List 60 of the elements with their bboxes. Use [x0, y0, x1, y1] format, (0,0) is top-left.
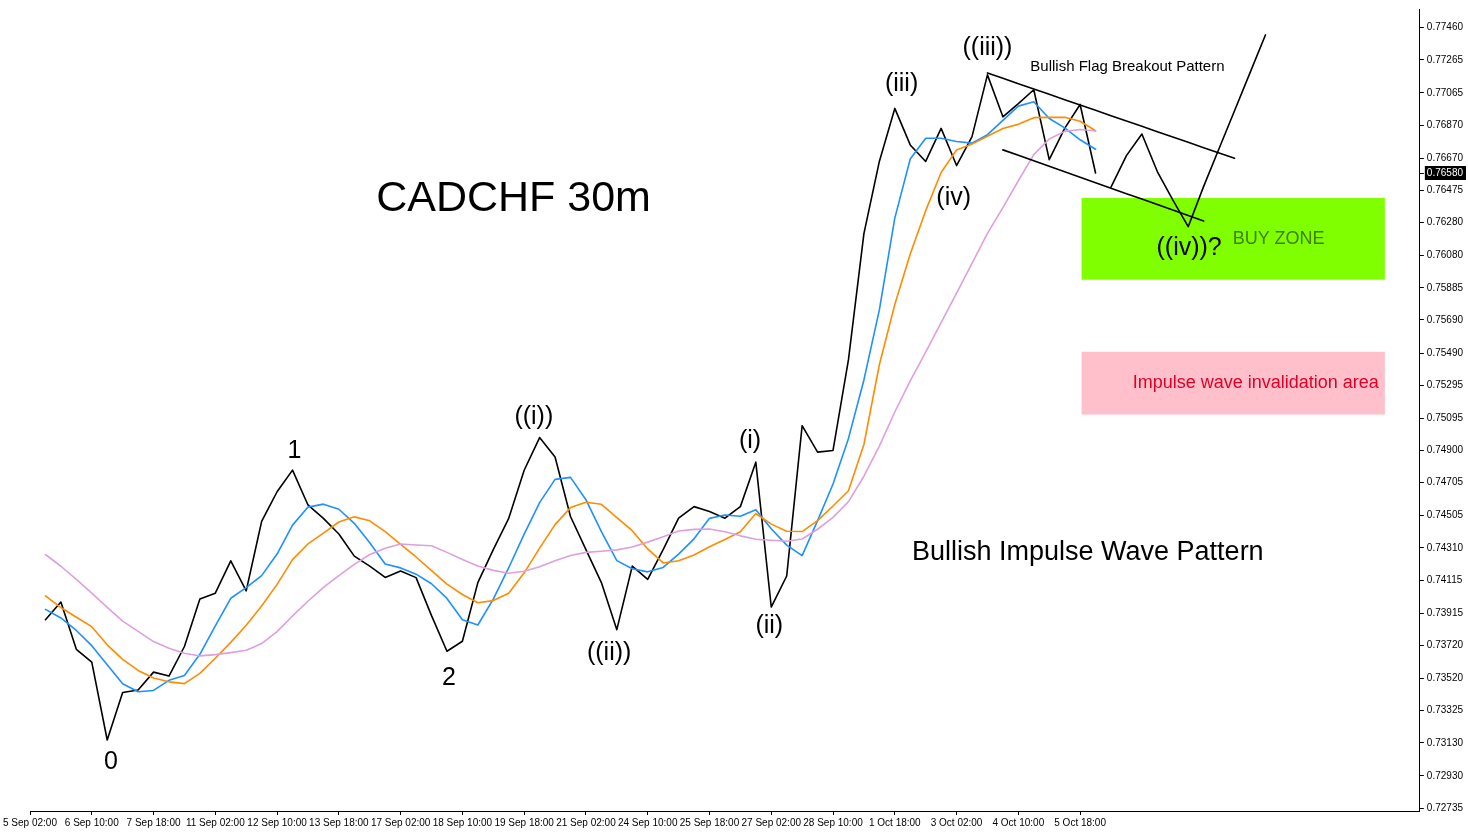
x-tick-label: 7 Sep 18:00 — [126, 816, 181, 828]
y-tick-label: 0.75490 — [1426, 346, 1464, 358]
y-tick-label: 0.76280 — [1426, 216, 1464, 228]
x-tick-label: 27 Sep 02:00 — [741, 816, 802, 828]
y-tick-label: 0.74505 — [1426, 509, 1464, 521]
annotation: 2 — [441, 661, 456, 690]
y-tick-label: 0.76870 — [1426, 118, 1464, 130]
x-tick-label: 13 Sep 18:00 — [309, 816, 370, 828]
x-tick-label: 12 Sep 10:00 — [247, 816, 308, 828]
y-tick-label: 0.72735 — [1426, 801, 1464, 813]
y-tick-label: 0.74900 — [1426, 444, 1464, 456]
y-tick-label: 0.75295 — [1426, 378, 1464, 390]
y-tick-label: 0.73720 — [1426, 639, 1464, 651]
x-tick-label: 24 Sep 10:00 — [617, 816, 678, 828]
y-tick-label: 0.72930 — [1426, 769, 1464, 781]
x-tick-label: 1 Oct 18:00 — [868, 816, 922, 828]
x-tick-label: 3 Oct 02:00 — [930, 816, 983, 828]
y-tick-label: 0.76475 — [1426, 184, 1464, 196]
y-tick-label: 0.74310 — [1426, 541, 1464, 553]
y-tick-label: 0.76670 — [1426, 151, 1464, 163]
x-tick-label: 17 Sep 02:00 — [370, 816, 431, 828]
annotation: Bullish Flag Breakout Pattern — [1030, 57, 1225, 75]
annotation: 0 — [104, 745, 118, 774]
band-label: BUY ZONE — [1232, 227, 1325, 248]
y-tick-label: 0.75690 — [1426, 313, 1464, 325]
x-tick-label: 21 Sep 02:00 — [556, 816, 617, 828]
x-tick-label: 25 Sep 18:00 — [679, 816, 740, 828]
x-tick-label: 19 Sep 18:00 — [494, 816, 555, 828]
x-tick-label: 5 Sep 02:00 — [3, 816, 58, 828]
y-tick-label: 0.74115 — [1426, 573, 1463, 585]
x-tick-label: 4 Oct 10:00 — [992, 816, 1045, 828]
x-tick-label: 18 Sep 10:00 — [432, 816, 493, 828]
y-tick-label: 0.77265 — [1426, 53, 1464, 65]
annotation: (i) — [738, 425, 762, 454]
annotation: Bullish Impulse Wave Pattern — [911, 536, 1264, 567]
annotation: 1 — [287, 435, 302, 464]
annotation: ((iii)) — [962, 32, 1013, 61]
y-tick-label: 0.73915 — [1426, 606, 1464, 618]
y-tick-label: 0.77065 — [1426, 86, 1464, 98]
annotation: (ii) — [755, 609, 784, 638]
band-label: Impulse wave invalidation area — [1132, 372, 1380, 393]
y-tick-label: 0.76080 — [1426, 249, 1464, 261]
x-tick-label: 5 Oct 18:00 — [1054, 816, 1107, 828]
annotation: ((i)) — [514, 400, 554, 429]
annotation: (iii) — [884, 67, 919, 96]
x-tick-label: 11 Sep 02:00 — [185, 816, 246, 828]
y-tick-label: 0.73130 — [1426, 736, 1464, 748]
y-tick-label: 0.77460 — [1426, 21, 1464, 33]
y-tick-label: 0.73325 — [1426, 704, 1464, 716]
y-tick-label: 0.75095 — [1426, 412, 1464, 424]
text: CADCHF 30m — [376, 172, 651, 221]
y-tick-label: 0.75885 — [1426, 281, 1464, 293]
y-tick-label: 0.74705 — [1426, 476, 1464, 488]
annotation: ((ii)) — [586, 637, 632, 666]
x-tick-label: 28 Sep 10:00 — [803, 816, 864, 828]
annotation: (iv) — [936, 182, 972, 211]
annotation: ((iv))? — [1156, 232, 1222, 261]
y-tick-label: 0.76580 — [1426, 166, 1464, 178]
y-tick-label: 0.73520 — [1426, 672, 1464, 684]
x-tick-label: 6 Sep 10:00 — [64, 816, 120, 828]
